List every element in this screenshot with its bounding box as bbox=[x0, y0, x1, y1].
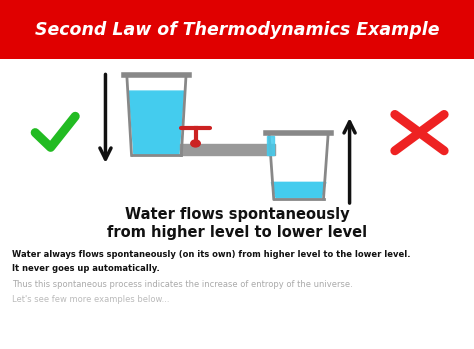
Text: Second Law of Thermodynamics Example: Second Law of Thermodynamics Example bbox=[35, 21, 439, 39]
Polygon shape bbox=[180, 144, 275, 155]
Text: It never goes up automatically.: It never goes up automatically. bbox=[12, 264, 160, 273]
Polygon shape bbox=[129, 91, 184, 154]
Text: Thus this spontaneous process indicates the increase of entropy of the universe.: Thus this spontaneous process indicates … bbox=[12, 280, 353, 289]
Circle shape bbox=[191, 140, 201, 147]
Polygon shape bbox=[267, 136, 274, 155]
FancyBboxPatch shape bbox=[0, 0, 474, 59]
Text: Water flows spontaneously: Water flows spontaneously bbox=[125, 207, 349, 222]
Text: Let's see few more examples below...: Let's see few more examples below... bbox=[12, 295, 169, 304]
Text: from higher level to lower level: from higher level to lower level bbox=[107, 225, 367, 239]
Text: Water always flows spontaneously (on its own) from higher level to the lower lev: Water always flows spontaneously (on its… bbox=[12, 250, 410, 259]
Polygon shape bbox=[271, 183, 326, 198]
